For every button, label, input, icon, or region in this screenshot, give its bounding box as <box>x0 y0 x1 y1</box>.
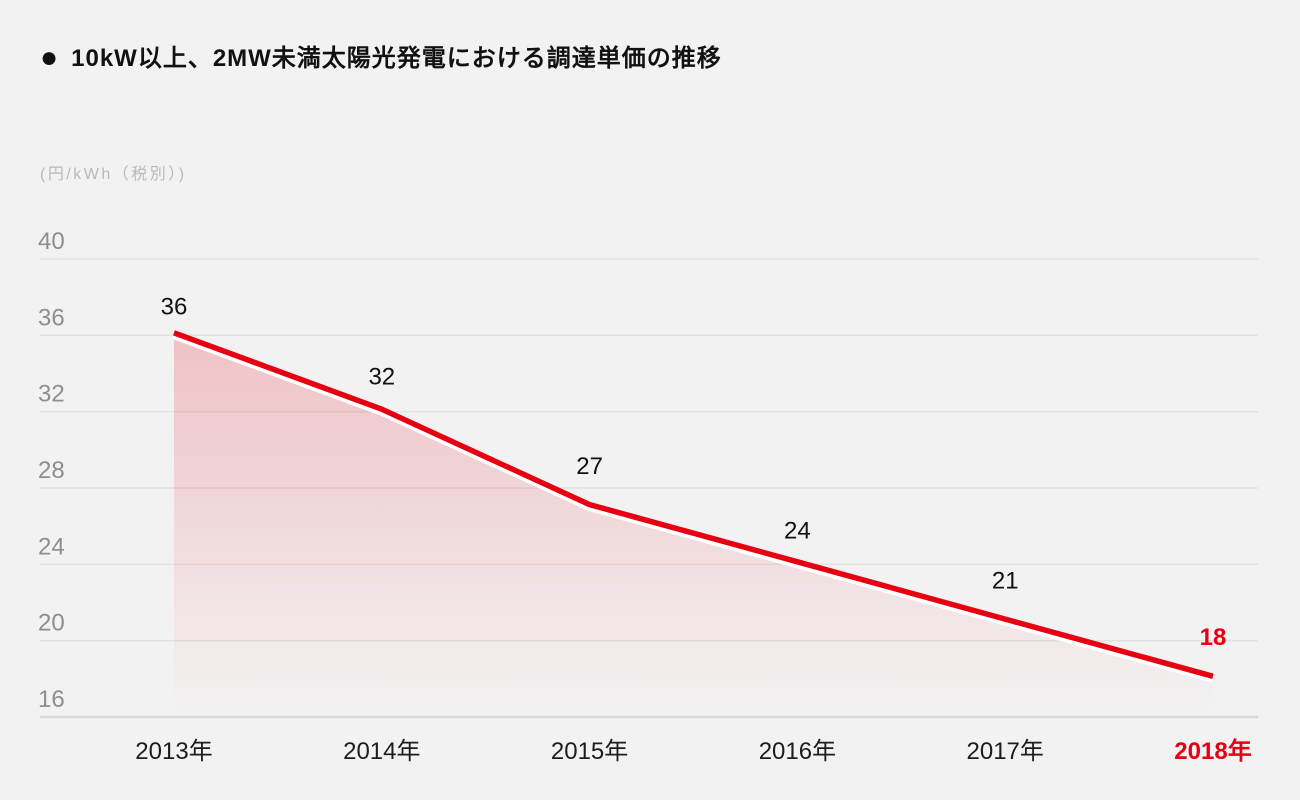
data-labels: 36 32 27 24 21 18 <box>161 293 1227 651</box>
x-tick-label: 2013年 <box>135 738 212 765</box>
data-label-highlight: 18 <box>1200 624 1227 651</box>
y-tick-label: 36 <box>38 304 65 331</box>
data-label: 24 <box>784 517 811 544</box>
chart-header: ● 10kW以上、2MW未満太陽光発電における調達単価の推移 <box>40 41 722 74</box>
x-tick-label: 2015年 <box>551 738 628 765</box>
y-axis-tick-labels: 40 36 32 28 24 20 16 <box>38 228 65 713</box>
x-tick-label: 2016年 <box>759 738 836 765</box>
data-label: 27 <box>576 453 603 480</box>
y-axis-unit-label: (円/kWh（税別）) <box>40 166 187 183</box>
x-axis-tick-labels: 2013年 2014年 2015年 2016年 2017年 2018年 <box>135 737 1251 765</box>
title-bullet-icon: ● <box>40 41 59 74</box>
y-tick-label: 16 <box>38 686 65 713</box>
series-area <box>174 335 1213 714</box>
x-tick-label: 2017年 <box>967 738 1044 765</box>
y-tick-label: 28 <box>38 457 65 484</box>
data-label: 36 <box>161 293 188 320</box>
x-tick-label: 2014年 <box>343 738 420 765</box>
data-label: 21 <box>992 568 1019 595</box>
y-tick-label: 32 <box>38 381 65 408</box>
y-tick-label: 20 <box>38 610 65 637</box>
data-label: 32 <box>368 364 395 391</box>
y-tick-label: 40 <box>38 228 65 255</box>
series-line <box>173 330 1214 679</box>
x-tick-label-highlight: 2018年 <box>1174 737 1251 765</box>
y-tick-label: 24 <box>38 533 65 560</box>
chart-title: 10kW以上、2MW未満太陽光発電における調達単価の推移 <box>71 44 722 72</box>
